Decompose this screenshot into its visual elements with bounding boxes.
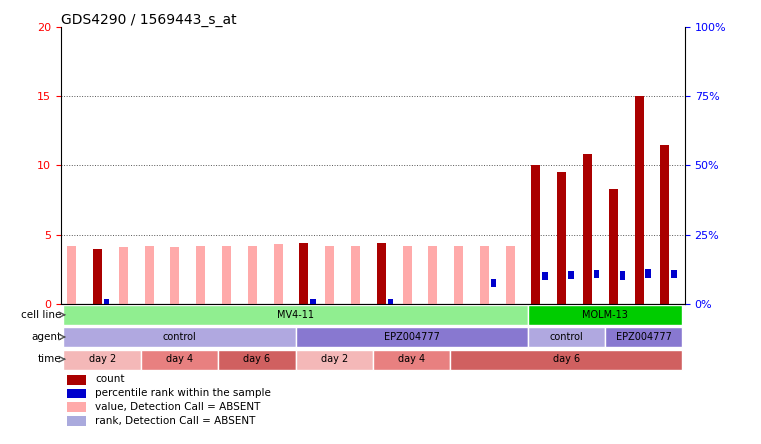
Text: count: count (95, 374, 125, 384)
Text: MV4-11: MV4-11 (277, 310, 314, 320)
Text: day 6: day 6 (552, 354, 580, 364)
Text: day 6: day 6 (244, 354, 270, 364)
FancyBboxPatch shape (373, 350, 451, 370)
Bar (170, 247, 180, 304)
Bar (145, 246, 154, 304)
Bar (104, 298, 110, 307)
Bar (480, 246, 489, 304)
Bar (274, 245, 282, 304)
Bar (557, 172, 566, 304)
Bar (403, 246, 412, 304)
FancyBboxPatch shape (451, 350, 683, 370)
Bar (661, 145, 670, 304)
Bar (67, 402, 86, 412)
FancyBboxPatch shape (605, 328, 683, 348)
Bar (248, 246, 257, 304)
Bar (619, 271, 625, 280)
Bar (67, 388, 86, 399)
Bar (454, 246, 463, 304)
Text: control: control (549, 332, 583, 342)
Bar (67, 246, 76, 304)
Bar (583, 155, 592, 304)
Text: control: control (163, 332, 196, 342)
Bar (568, 271, 574, 279)
Bar (93, 249, 102, 304)
Bar (531, 166, 540, 304)
Bar (119, 247, 128, 304)
Bar (506, 246, 514, 304)
Bar (325, 246, 334, 304)
Text: EPZ004777: EPZ004777 (384, 332, 440, 342)
FancyBboxPatch shape (141, 350, 218, 370)
FancyBboxPatch shape (63, 350, 141, 370)
Bar (594, 270, 600, 278)
Text: value, Detection Call = ABSENT: value, Detection Call = ABSENT (95, 402, 260, 412)
Bar (310, 298, 316, 307)
FancyBboxPatch shape (527, 305, 683, 325)
Bar (299, 243, 308, 304)
FancyBboxPatch shape (218, 350, 295, 370)
Bar (222, 246, 231, 304)
Bar (351, 246, 360, 304)
Bar (635, 96, 644, 304)
Text: day 4: day 4 (166, 354, 193, 364)
Text: percentile rank within the sample: percentile rank within the sample (95, 388, 271, 398)
Text: agent: agent (31, 332, 62, 342)
Bar (377, 243, 386, 304)
Bar (671, 270, 677, 278)
Text: GDS4290 / 1569443_s_at: GDS4290 / 1569443_s_at (61, 12, 237, 27)
Text: time: time (38, 354, 62, 364)
Text: day 4: day 4 (398, 354, 425, 364)
Bar (67, 416, 86, 426)
Bar (67, 375, 86, 385)
Text: day 2: day 2 (320, 354, 348, 364)
Text: cell line: cell line (21, 310, 62, 320)
Bar (387, 298, 393, 307)
FancyBboxPatch shape (63, 305, 527, 325)
Bar (428, 246, 438, 304)
Bar (491, 279, 496, 288)
Bar (543, 272, 548, 280)
Text: rank, Detection Call = ABSENT: rank, Detection Call = ABSENT (95, 416, 256, 426)
FancyBboxPatch shape (63, 328, 295, 348)
Text: day 2: day 2 (88, 354, 116, 364)
FancyBboxPatch shape (527, 328, 605, 348)
Bar (609, 189, 618, 304)
Bar (196, 246, 205, 304)
FancyBboxPatch shape (295, 350, 373, 370)
FancyBboxPatch shape (295, 328, 527, 348)
Text: MOLM-13: MOLM-13 (582, 310, 628, 320)
Bar (645, 270, 651, 278)
Text: EPZ004777: EPZ004777 (616, 332, 671, 342)
